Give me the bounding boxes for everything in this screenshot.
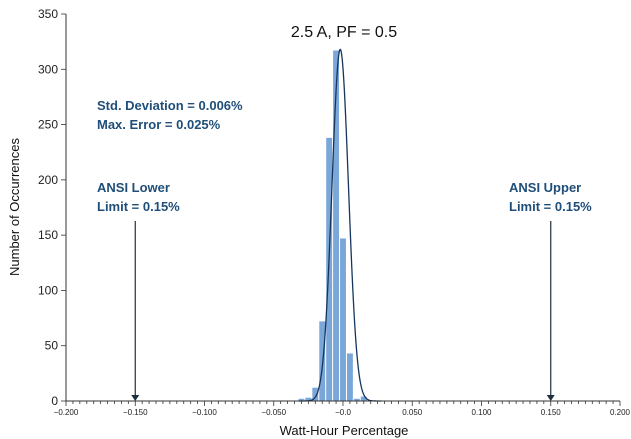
histogram-bar — [305, 397, 312, 401]
ansi-upper-label-line1: ANSI Upper — [509, 180, 581, 195]
chart-title: 2.5 A, PF = 0.5 — [291, 24, 397, 41]
x-axis-ticks: −0.200 −0.150 −0.100 −0.050 −0.0 0.050 0.100 0.… — [54, 401, 631, 417]
x-tick-label: −0.150 — [123, 408, 148, 417]
y-tick-label: 150 — [38, 228, 58, 242]
histogram-bar — [360, 396, 367, 401]
max-error-label: Max. Error = 0.025% — [97, 117, 221, 132]
y-tick-label: 250 — [38, 118, 58, 132]
x-tick-label: 0.100 — [471, 408, 492, 417]
y-axis-ticks: 0 50 100 150 200 250 300 350 — [38, 7, 66, 408]
ansi-lower-label-line2: Limit = 0.15% — [97, 199, 180, 214]
y-tick-label: 200 — [38, 173, 58, 187]
ansi-lower-arrowhead — [131, 395, 140, 401]
x-tick-label: −0.0 — [335, 408, 351, 417]
x-tick-label: −0.100 — [192, 408, 217, 417]
stats-annotation: Std. Deviation = 0.006% Max. Error = 0.0… — [97, 98, 243, 132]
ansi-upper-annotation: ANSI Upper Limit = 0.15% — [509, 180, 592, 401]
x-tick-label: 0.200 — [610, 408, 631, 417]
x-tick-label: −0.050 — [261, 408, 286, 417]
std-deviation-label: Std. Deviation = 0.006% — [97, 98, 243, 113]
y-tick-label: 0 — [51, 394, 58, 408]
histogram-bar — [312, 387, 319, 401]
x-tick-label: 0.050 — [402, 408, 423, 417]
normal-fit-curve — [298, 48, 382, 402]
histogram-bar — [298, 398, 305, 401]
x-axis-title: Watt-Hour Percentage — [280, 423, 409, 438]
y-tick-label: 350 — [38, 7, 58, 21]
histogram-bar — [346, 353, 353, 401]
ansi-upper-label-line2: Limit = 0.15% — [509, 199, 592, 214]
y-tick-label: 300 — [38, 62, 58, 76]
ansi-lower-annotation: ANSI Lower Limit = 0.15% — [97, 180, 180, 401]
ansi-upper-arrowhead — [546, 395, 555, 401]
histogram-bar — [340, 238, 346, 401]
x-tick-label: −0.200 — [54, 408, 79, 417]
y-tick-label: 100 — [38, 283, 58, 297]
histogram-bar — [333, 50, 340, 401]
x-tick-label: 0.150 — [541, 408, 562, 417]
histogram-bar — [319, 321, 326, 401]
y-axis-title: Number of Occurrences — [7, 138, 22, 276]
histogram-bar — [353, 398, 360, 401]
y-tick-label: 50 — [45, 339, 59, 353]
ansi-lower-label-line1: ANSI Lower — [97, 180, 170, 195]
